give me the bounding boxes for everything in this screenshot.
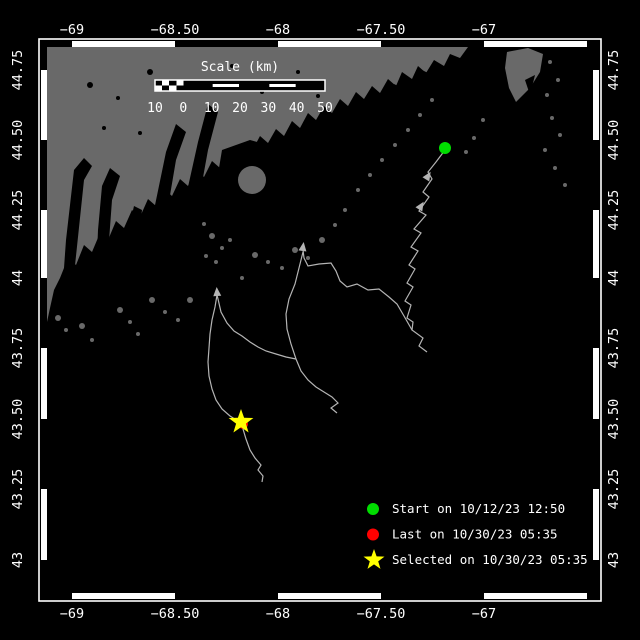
y-axis-label-left: 44 (10, 270, 26, 286)
legend-label: Start on 10/12/23 12:50 (392, 501, 565, 516)
frame-band (41, 41, 599, 47)
axis-labels: −69 −69 −68.50 −68.50 −68 −68 −67.50 −67.50 −67 −… (10, 22, 622, 622)
scale-bar-tick-label: 0 (179, 101, 187, 116)
frame-outer-line (38, 38, 602, 602)
y-axis-label-right: 44 (606, 270, 622, 286)
track-polyline[interactable] (285, 251, 339, 414)
x-axis-label-top: −68 (266, 22, 290, 38)
frame-band (41, 593, 599, 599)
scale-bar: Scale (km) 10 0 10 20 30 40 50 (147, 60, 333, 116)
frame-black-segment (175, 41, 278, 47)
legend: Start on 10/12/23 12:50 Last on 10/30/23 … (363, 501, 588, 569)
frame-black-segment (593, 278, 599, 348)
scale-bar-tick-label: 50 (317, 101, 333, 116)
y-axis-label-left: 43.75 (10, 328, 26, 369)
frame-black-segment (41, 41, 72, 47)
frame-black-segment (41, 41, 47, 70)
island-notch (525, 75, 535, 95)
track-direction-arrow (415, 201, 424, 212)
y-axis-label-right: 43 (606, 552, 622, 568)
frame-black-segment (593, 140, 599, 210)
frame-black-segment (175, 593, 278, 599)
scale-bar-tick-label: 20 (232, 101, 248, 116)
scale-bar-title: Scale (km) (201, 60, 279, 75)
y-axis-label-left: 44.50 (10, 120, 26, 161)
frame-black-segment (593, 41, 599, 70)
x-axis-label-top: −67 (472, 22, 496, 38)
frame-black-segment (593, 419, 599, 489)
coastal-inlets (62, 64, 430, 296)
round-island (238, 166, 266, 194)
x-axis-label-bottom: −68.50 (151, 606, 200, 622)
y-axis-label-left: 43 (10, 552, 26, 568)
scale-bar-tick-label: 30 (261, 101, 277, 116)
track-layer[interactable] (207, 149, 446, 483)
scale-bar-check (155, 85, 163, 91)
legend-label: Last on 10/30/23 05:35 (392, 527, 558, 542)
y-axis-label-right: 44.50 (606, 120, 622, 161)
y-axis-label-right: 43.50 (606, 399, 622, 440)
y-axis-label-right: 44.75 (606, 50, 622, 91)
y-axis-label-left: 44.75 (10, 50, 26, 91)
legend-label: Selected on 10/30/23 05:35 (392, 552, 588, 567)
scale-bar-check (176, 80, 184, 86)
track-polyline[interactable] (404, 149, 446, 353)
scale-bar-tick-label: 40 (289, 101, 305, 116)
y-axis-label-left: 43.50 (10, 399, 26, 440)
track-direction-arrow (422, 171, 431, 182)
legend-marker-start (367, 503, 379, 515)
selected-marker[interactable] (228, 409, 254, 433)
legend-marker-selected (363, 549, 385, 569)
x-axis-label-top: −69 (60, 22, 84, 38)
frame-black-segment (41, 593, 72, 599)
track-direction-arrow (298, 242, 307, 252)
x-axis-label-bottom: −68 (266, 606, 290, 622)
x-axis-label-bottom: −69 (60, 606, 84, 622)
track-polyline[interactable] (207, 294, 297, 483)
map-frame (38, 38, 602, 602)
geography-layer (47, 47, 593, 593)
scale-bar-tick-label: 10 (147, 101, 163, 116)
scale-bar-stripe (269, 84, 296, 87)
y-axis-label-left: 44.25 (10, 190, 26, 231)
frame-black-segment (381, 41, 484, 47)
scale-bar-check (169, 85, 177, 91)
frame-black-segment (41, 560, 47, 599)
scale-bar-tick-label: 10 (204, 101, 220, 116)
legend-marker-last (367, 528, 379, 541)
island-specks (543, 60, 567, 187)
land-mainland (47, 47, 468, 322)
frame-black-segment (41, 419, 47, 489)
x-axis-label-top: −67.50 (357, 22, 406, 38)
frame-black-segment (41, 140, 47, 210)
x-axis-label-bottom: −67 (472, 606, 496, 622)
track-direction-arrow (213, 287, 222, 297)
frame-black-segment (381, 593, 484, 599)
frame-black-segment (41, 278, 47, 348)
x-axis-label-bottom: −67.50 (357, 606, 406, 622)
scale-bar-check (162, 80, 170, 86)
track-polyline[interactable] (302, 249, 413, 331)
y-axis-label-right: 44.25 (606, 190, 622, 231)
frame-black-segment (593, 560, 599, 599)
y-axis-label-right: 43.25 (606, 469, 622, 510)
x-axis-label-top: −68.50 (151, 22, 200, 38)
islands (55, 98, 485, 342)
land-island-grand-manan (505, 48, 543, 102)
y-axis-label-left: 43.25 (10, 469, 26, 510)
start-marker[interactable] (439, 142, 451, 154)
y-axis-label-right: 43.75 (606, 328, 622, 369)
scale-bar-stripe (212, 84, 239, 87)
marker-layer[interactable] (228, 142, 451, 433)
